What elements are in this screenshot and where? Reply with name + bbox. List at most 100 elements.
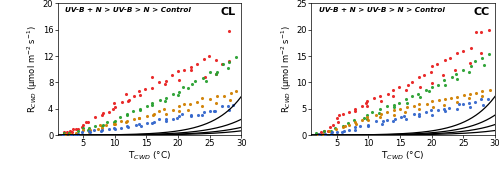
Point [187,114,195,117]
Point [99,112,107,115]
Point [150,121,158,124]
Point [326,126,334,128]
Point [477,52,485,55]
Point [186,103,194,105]
Point [428,114,436,117]
Point [174,115,182,118]
Point [400,115,408,117]
Point [422,111,430,114]
Point [452,73,460,76]
Point [441,109,449,112]
Point [84,130,92,133]
Point [224,105,232,108]
Point [394,86,402,88]
Point [364,123,372,126]
Point [321,133,329,135]
Point [117,120,125,123]
Point [59,134,67,136]
Point [143,104,151,107]
Point [466,92,474,95]
Point [420,74,428,76]
Point [225,60,233,63]
Point [162,112,170,115]
Point [410,113,418,116]
Point [402,118,410,121]
Point [98,129,106,131]
Point [218,105,226,107]
Point [486,88,494,91]
Point [162,118,170,121]
Point [226,92,234,95]
Point [118,101,126,104]
Point [162,96,170,99]
Point [79,124,87,126]
Point [148,102,156,105]
Point [136,94,144,96]
Point [429,106,437,108]
Point [232,56,239,58]
Point [148,104,156,106]
Point [468,47,475,50]
Point [136,108,144,111]
Point [362,102,370,104]
Point [186,68,194,71]
Point [213,71,221,74]
Point [109,108,117,111]
Point [320,130,328,133]
Point [434,109,442,111]
Point [402,98,410,101]
Point [148,121,156,124]
Point [92,116,100,118]
Point [110,126,118,129]
Point [205,55,213,58]
Point [486,29,494,31]
Point [228,104,236,107]
Point [168,117,176,120]
Point [363,115,371,118]
Point [78,130,86,133]
Point [174,70,182,73]
Point [198,104,206,107]
Point [174,110,182,113]
Point [414,93,422,95]
Point [193,63,201,65]
Point [402,89,410,92]
Point [390,105,398,108]
Point [440,98,448,100]
Point [135,117,143,119]
Point [447,97,455,99]
Point [155,110,163,112]
Point [150,112,158,115]
Point [465,71,473,74]
Point [149,114,157,116]
Text: CC: CC [473,7,490,17]
Point [155,117,163,120]
Point [340,112,347,115]
Point [154,80,162,83]
Point [65,132,73,134]
Point [415,76,423,78]
Point [372,120,380,122]
Point [484,97,492,100]
Point [345,111,353,113]
Point [134,117,142,119]
Point [98,114,106,116]
Point [440,78,448,81]
Point [410,104,418,107]
Point [180,68,188,71]
Point [378,123,386,125]
Point [74,130,82,133]
Point [200,57,208,60]
Point [86,131,94,134]
Point [84,127,92,130]
Point [478,94,486,97]
Point [98,124,106,126]
Point [480,103,488,106]
Point [363,114,371,117]
Point [184,109,192,111]
Point [340,125,347,128]
Point [458,49,466,52]
Point [226,99,234,102]
Point [390,113,398,116]
Point [66,133,74,136]
